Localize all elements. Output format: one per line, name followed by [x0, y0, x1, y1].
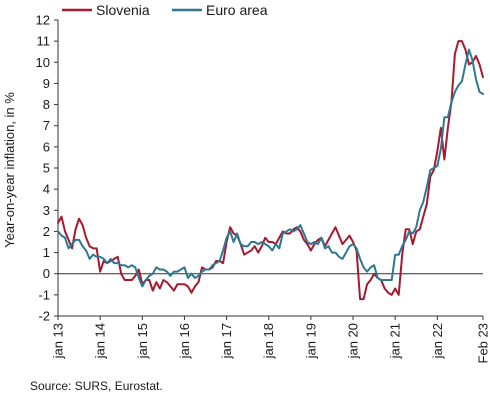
y-tick-label: 6 [43, 139, 50, 154]
y-tick-label: 5 [43, 161, 50, 176]
x-tick-label: jan 13 [51, 323, 66, 359]
x-tick-label: Feb 23 [476, 323, 490, 363]
x-tick-label: jan 19 [303, 323, 318, 359]
series-lines [57, 40, 484, 301]
y-tick-label: 8 [43, 97, 50, 112]
x-tick-label: jan 16 [177, 323, 192, 359]
x-tick-label: jan 15 [135, 323, 150, 359]
x-tick-label: jan 20 [346, 323, 361, 359]
x-tick-label: jan 21 [388, 323, 403, 359]
x-axis: jan 13 jan 14 jan 15 jan 16 jan 17 jan 18 jan … [51, 315, 490, 363]
legend-label-slovenia: Slovenia [96, 2, 150, 18]
series-line-euro-area [57, 48, 484, 288]
x-tick-label: jan 22 [430, 323, 445, 359]
y-tick-label: 10 [36, 55, 50, 70]
legend-label-euro-area: Euro area [206, 2, 268, 18]
y-tick-label: 0 [43, 266, 50, 281]
y-tick-label: 3 [43, 203, 50, 218]
y-tick-label: 4 [43, 182, 50, 197]
y-tick-label: -1 [38, 287, 50, 302]
chart-legend: Slovenia Euro area [62, 2, 268, 18]
x-tick-label: jan 17 [219, 323, 234, 359]
x-tick-label: jan 14 [93, 323, 108, 359]
y-tick-label: 7 [43, 118, 50, 133]
series-line-slovenia [57, 40, 484, 301]
y-tick-label: 11 [37, 34, 51, 49]
source-note: Source: SURS, Eurostat. [30, 379, 163, 393]
y-tick-label: -2 [38, 309, 50, 324]
y-tick-label: 12 [36, 13, 50, 28]
y-tick-label: 1 [43, 245, 50, 260]
y-axis-label: Year-on-year inflation, in % [2, 92, 17, 248]
y-tick-label: 2 [43, 224, 50, 239]
y-tick-label: 9 [43, 76, 50, 91]
x-tick-label: jan 18 [261, 323, 276, 359]
